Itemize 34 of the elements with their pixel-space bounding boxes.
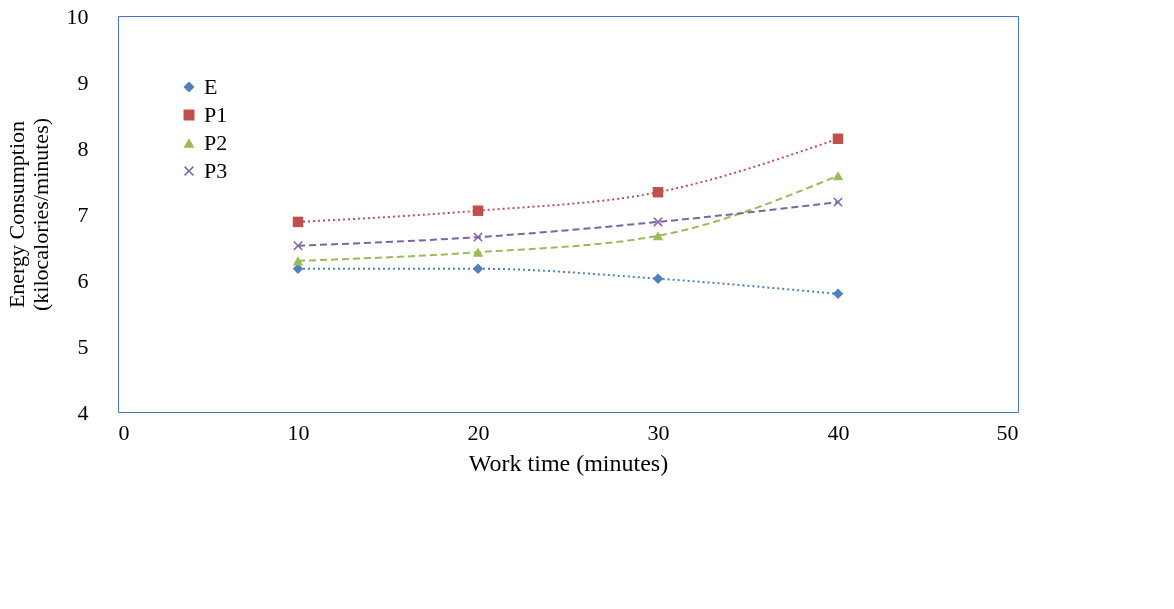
x-tick-label: 0 [118,419,130,445]
legend-label: P2 [204,130,228,155]
y-tick-label: 8 [77,135,89,161]
point [292,216,304,228]
y-tick-label: 5 [77,333,89,359]
point [653,217,663,227]
y-tick-label: 9 [77,69,89,95]
x-tick-label: 30 [647,419,670,445]
point [293,240,303,251]
x-axis-title: Work time (minutes) [468,449,669,476]
point [833,197,843,207]
legend-label: E [204,74,218,99]
x-tick-label: 10 [287,419,310,445]
point [832,288,844,300]
x-tick-label: 40 [827,419,850,445]
point [652,186,664,198]
point [473,232,483,242]
point [472,247,484,257]
point [292,256,304,266]
y-tick-label: 4 [77,399,89,425]
y-tick-label: 7 [77,201,89,227]
x-tick-label: 50 [996,419,1019,445]
point [472,205,484,216]
y-axis-title: Energy Consumption (kilocalories/minutes) [3,117,53,312]
point [472,263,484,275]
point [652,231,664,241]
legend-label: P1 [204,102,228,127]
point [832,133,844,144]
point [832,171,844,181]
point [652,273,664,284]
x-tick-label: 20 [467,419,490,445]
legend-label: P3 [204,158,228,183]
y-tick-label: 10 [66,3,89,29]
y-tick-label: 6 [77,267,89,293]
